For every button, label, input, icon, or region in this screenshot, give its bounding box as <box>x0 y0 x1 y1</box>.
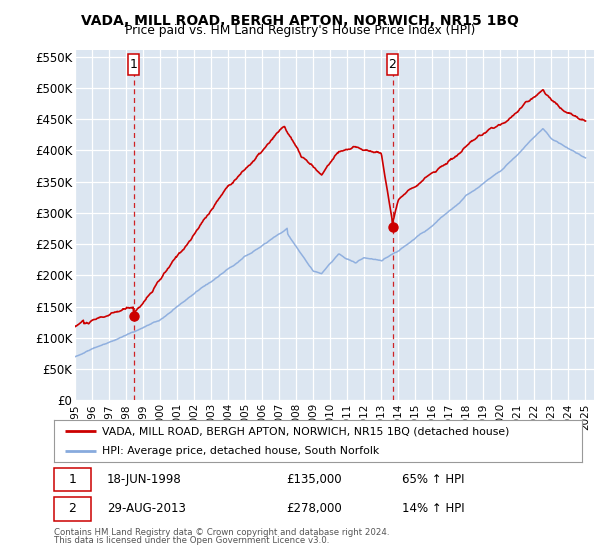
Text: HPI: Average price, detached house, South Norfolk: HPI: Average price, detached house, Sout… <box>101 446 379 456</box>
Text: £278,000: £278,000 <box>286 502 342 515</box>
Text: 18-JUN-1998: 18-JUN-1998 <box>107 473 182 486</box>
Text: 14% ↑ HPI: 14% ↑ HPI <box>403 502 465 515</box>
Text: 29-AUG-2013: 29-AUG-2013 <box>107 502 185 515</box>
Text: 65% ↑ HPI: 65% ↑ HPI <box>403 473 465 486</box>
FancyBboxPatch shape <box>387 54 398 76</box>
Text: £135,000: £135,000 <box>286 473 342 486</box>
FancyBboxPatch shape <box>54 497 91 521</box>
Text: VADA, MILL ROAD, BERGH APTON, NORWICH, NR15 1BQ: VADA, MILL ROAD, BERGH APTON, NORWICH, N… <box>81 14 519 28</box>
Text: 2: 2 <box>68 502 76 515</box>
Text: Contains HM Land Registry data © Crown copyright and database right 2024.: Contains HM Land Registry data © Crown c… <box>54 528 389 536</box>
FancyBboxPatch shape <box>54 468 91 491</box>
Text: This data is licensed under the Open Government Licence v3.0.: This data is licensed under the Open Gov… <box>54 536 329 545</box>
Text: VADA, MILL ROAD, BERGH APTON, NORWICH, NR15 1BQ (detached house): VADA, MILL ROAD, BERGH APTON, NORWICH, N… <box>101 426 509 436</box>
Text: 2: 2 <box>389 58 397 71</box>
Text: Price paid vs. HM Land Registry's House Price Index (HPI): Price paid vs. HM Land Registry's House … <box>125 24 475 37</box>
Text: 1: 1 <box>130 58 138 71</box>
FancyBboxPatch shape <box>128 54 139 76</box>
Text: 1: 1 <box>68 473 76 486</box>
